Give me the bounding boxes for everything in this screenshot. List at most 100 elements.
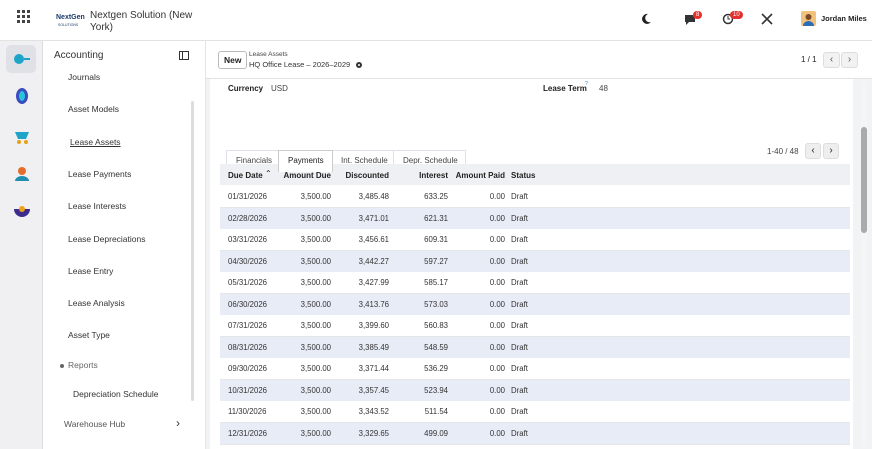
app-icon[interactable] <box>14 87 30 105</box>
field-label: Lease Term <box>543 84 587 93</box>
table-cell: 3,427.99 <box>358 278 389 287</box>
table-cell: 01/31/2026 <box>228 192 268 201</box>
table-cell: 499.09 <box>424 428 448 438</box>
menu-item[interactable]: Lease Analysis <box>68 298 125 309</box>
table-cell: Draft <box>511 192 528 201</box>
scroll-thumb[interactable] <box>861 127 867 233</box>
column-header[interactable]: Due Date <box>228 171 263 180</box>
table-cell: 3,500.00 <box>300 364 331 373</box>
field-help[interactable]: ? <box>585 81 588 87</box>
breadcrumb[interactable]: Lease Assets <box>249 51 288 58</box>
table-cell: 3,442.27 <box>358 256 389 266</box>
activity-icon[interactable] <box>722 13 734 25</box>
chat-icon[interactable] <box>684 14 696 25</box>
column-header[interactable]: Status <box>511 171 536 180</box>
column-header[interactable]: Amount Due <box>283 171 331 180</box>
table-cell: 536.29 <box>424 364 448 373</box>
chat-badge: 8 <box>693 11 703 19</box>
sidebar-scrollbar <box>191 101 194 401</box>
table-cell: Draft <box>511 385 528 395</box>
sort-icon: ⌃ <box>265 169 272 178</box>
table-cell: Draft <box>511 342 528 352</box>
field-value: USD <box>271 84 288 93</box>
top-bar: NextGen SOLUTIONS Nextgen Solution (New … <box>0 0 872 41</box>
table-cell: Draft <box>511 278 528 287</box>
menu-item[interactable]: Asset Type <box>68 330 110 341</box>
table-cell: 0.00 <box>489 299 505 309</box>
app-icon[interactable] <box>13 51 31 67</box>
prev-page[interactable]: ‹ <box>805 143 821 159</box>
control-panel <box>206 41 872 79</box>
dark-mode-icon[interactable] <box>640 13 652 25</box>
table-cell: 511.54 <box>424 407 448 416</box>
table-header <box>220 164 850 185</box>
table-cell: 0.00 <box>489 364 505 373</box>
table-cell: 08/31/2026 <box>228 342 268 352</box>
menu-item[interactable]: Lease Entry <box>68 265 114 276</box>
menu-item[interactable]: Depreciation Schedule <box>73 388 159 399</box>
table-cell: 02/28/2026 <box>228 213 268 223</box>
app-icon[interactable] <box>13 205 31 219</box>
table-cell: 560.83 <box>424 321 448 330</box>
table-cell: 3,399.60 <box>358 321 389 330</box>
table-cell: 3,500.00 <box>300 321 331 330</box>
table-cell: 0.00 <box>489 407 505 416</box>
table-cell: 3,385.49 <box>358 342 389 352</box>
table-cell: 3,413.76 <box>358 299 389 309</box>
next-record[interactable]: › <box>841 52 858 68</box>
table-row[interactable] <box>220 422 850 445</box>
app-rail <box>0 41 43 449</box>
table-cell: 3,500.00 <box>300 428 331 438</box>
table-cell: 3,357.45 <box>358 385 389 395</box>
avatar[interactable] <box>801 11 816 26</box>
apps-icon[interactable] <box>17 10 31 24</box>
main-area: New Lease Assets HQ Office Lease – 2026–… <box>206 41 872 449</box>
collapse-icon[interactable] <box>179 51 189 60</box>
table-cell: 05/31/2026 <box>228 278 268 287</box>
gear-icon[interactable] <box>355 61 363 69</box>
table-cell: 0.00 <box>489 278 505 287</box>
next-page[interactable]: › <box>823 143 839 159</box>
table-cell: 0.00 <box>489 256 505 266</box>
activity-badge: 10 <box>730 11 743 19</box>
table-cell: 11/30/2026 <box>228 407 267 416</box>
column-header[interactable]: Amount Paid <box>455 171 505 180</box>
app-icon[interactable] <box>14 129 30 145</box>
table-cell: 3,371.44 <box>358 364 389 373</box>
table-cell: 3,485.48 <box>358 192 389 201</box>
table-cell: 07/31/2026 <box>228 321 268 330</box>
tools-icon[interactable] <box>761 13 773 25</box>
column-header[interactable]: Discounted <box>345 171 389 180</box>
app-title: Accounting <box>54 50 104 61</box>
table-cell: 09/30/2026 <box>228 364 268 373</box>
company-name[interactable]: Nextgen Solution (New York) <box>90 10 193 33</box>
table-cell: 06/30/2026 <box>228 299 268 309</box>
table-cell: 12/31/2026 <box>228 428 268 438</box>
menu-item[interactable]: Lease Assets <box>70 136 121 147</box>
column-header[interactable]: Interest <box>419 171 448 180</box>
section-bullet <box>60 363 64 368</box>
chevron[interactable]: › <box>176 415 180 430</box>
table-cell: 04/30/2026 <box>228 256 268 266</box>
table-cell: 0.00 <box>489 192 505 201</box>
app-icon[interactable] <box>14 166 30 182</box>
sidebar: Accounting Journals Asset Models Lease Ass… <box>43 41 206 449</box>
logo-sub: SOLUTIONS <box>58 23 79 27</box>
table-cell: 573.03 <box>424 299 448 309</box>
menu-item[interactable]: Lease Payments <box>68 168 132 179</box>
table-cell: Draft <box>511 213 528 223</box>
menu-item[interactable]: Lease Interests <box>68 201 127 212</box>
table-cell: 0.00 <box>489 385 505 395</box>
menu-item[interactable]: Lease Depreciations <box>68 233 146 244</box>
new-button[interactable]: New <box>218 51 248 69</box>
logo-name: NextGen <box>56 14 85 21</box>
table-cell: Draft <box>511 235 528 244</box>
user-name[interactable]: Jordan Miles <box>821 14 867 23</box>
menu-item[interactable]: Asset Models <box>68 104 120 115</box>
table-cell: 0.00 <box>489 235 505 244</box>
table-cell: Draft <box>511 256 528 266</box>
prev-record[interactable]: ‹ <box>823 52 840 68</box>
menu-item[interactable]: Journals <box>68 72 101 82</box>
tab[interactable]: Payments <box>278 150 333 172</box>
menu-app[interactable]: Warehouse Hub <box>64 418 126 429</box>
